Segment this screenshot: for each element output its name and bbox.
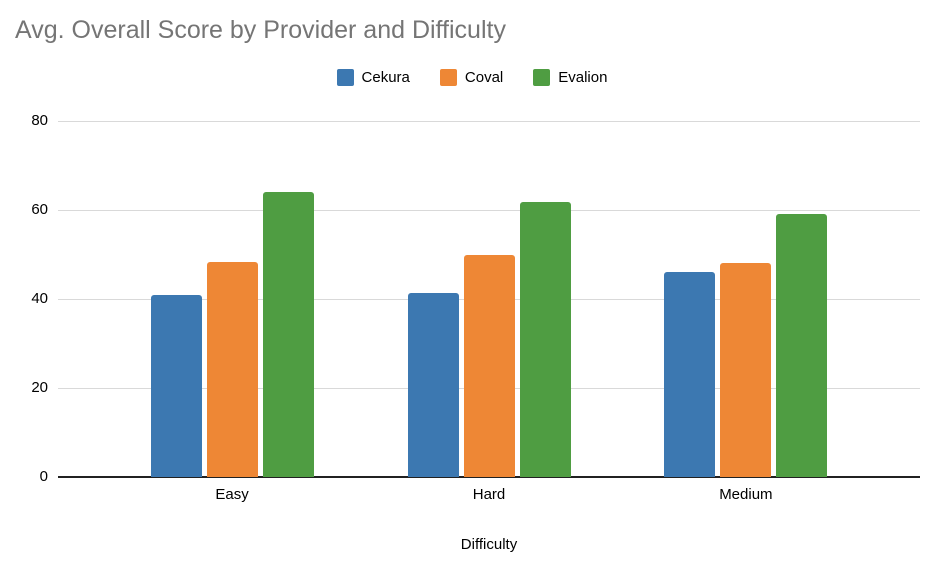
y-tick-label: 60 [31, 201, 48, 218]
x-category-label: Hard [472, 486, 506, 503]
y-tick-label: 40 [31, 290, 48, 307]
legend-label: Cekura [361, 69, 410, 86]
x-axis-line [58, 476, 920, 478]
gridline [58, 210, 920, 211]
bar-coval-easy[interactable] [206, 261, 258, 477]
bar-cekura-hard[interactable] [407, 293, 459, 477]
legend-item-evalion[interactable]: Evalion [533, 69, 607, 86]
x-axis-title: Difficulty [460, 536, 518, 553]
legend-item-coval[interactable]: Coval [439, 69, 504, 86]
x-category-label: Easy [215, 486, 249, 503]
gridline [58, 121, 920, 122]
y-tick-label: 80 [31, 112, 48, 129]
bar-evalion-easy[interactable] [262, 192, 314, 477]
y-tick-label: 20 [31, 379, 48, 396]
bar-coval-medium[interactable] [720, 262, 772, 477]
bar-evalion-medium[interactable] [776, 214, 828, 477]
bar-coval-hard[interactable] [463, 254, 515, 477]
y-tick-label: 0 [39, 468, 48, 485]
bar-cekura-medium[interactable] [664, 272, 716, 477]
bar-cekura-easy[interactable] [150, 294, 202, 477]
legend-label: Evalion [558, 69, 608, 86]
legend-item-cekura[interactable]: Cekura [336, 69, 410, 86]
legend-label: Coval [464, 69, 504, 86]
legend: Cekura Coval Evalion [0, 69, 944, 86]
x-category-label: Medium [719, 486, 773, 503]
legend-swatch-icon [533, 69, 551, 86]
chart-title: Avg. Overall Score by Provider and Diffi… [15, 16, 506, 44]
legend-swatch-icon [336, 69, 354, 86]
legend-swatch-icon [439, 69, 457, 86]
bar-evalion-hard[interactable] [519, 201, 571, 477]
